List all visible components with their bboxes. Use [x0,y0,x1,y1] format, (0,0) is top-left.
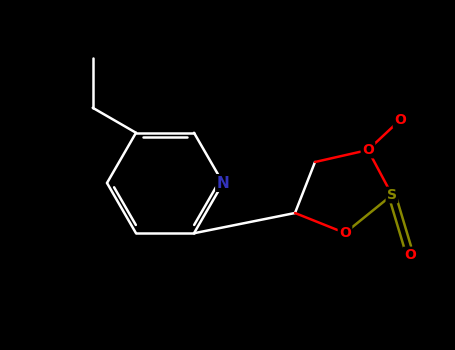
Text: O: O [394,113,406,127]
Text: N: N [217,175,229,190]
Text: O: O [339,226,351,240]
Text: O: O [362,143,374,157]
Text: O: O [404,248,416,262]
Text: S: S [387,188,397,202]
